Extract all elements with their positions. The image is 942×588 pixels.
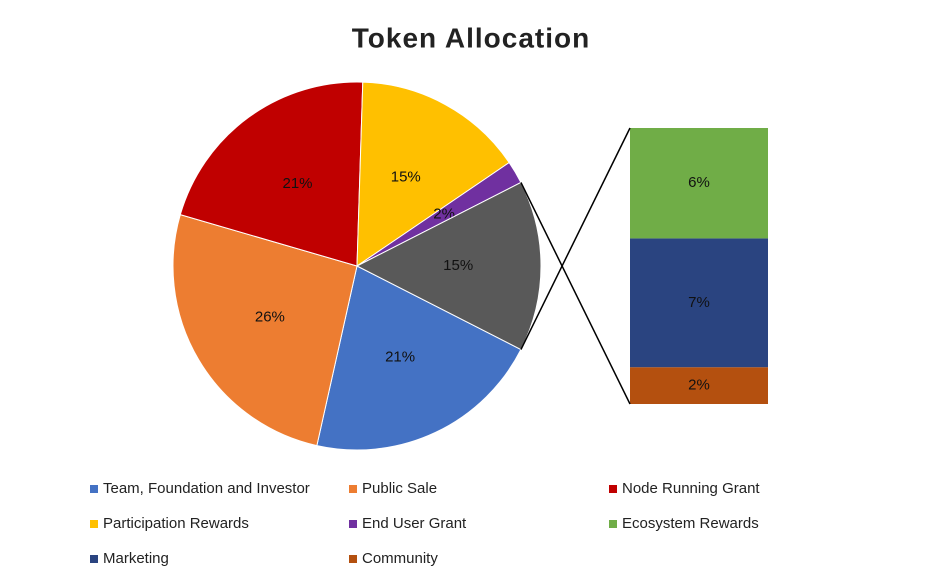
legend-label: End User Grant	[362, 515, 467, 532]
data-label: 21%	[385, 349, 415, 366]
data-label: 15%	[391, 168, 421, 185]
legend-swatch	[609, 520, 617, 528]
data-label: 6%	[688, 174, 710, 191]
legend-label: Community	[362, 550, 438, 567]
pie-slice	[316, 265, 522, 451]
legend-swatch	[90, 485, 98, 493]
legend-label: Node Running Grant	[622, 480, 760, 497]
data-label: 26%	[255, 308, 285, 325]
legend-swatch	[609, 485, 617, 493]
legend-swatch	[349, 520, 357, 528]
legend-swatch	[349, 555, 357, 563]
legend-label: Marketing	[103, 550, 169, 567]
data-label: 21%	[283, 175, 313, 192]
pie-slice	[179, 81, 364, 267]
chart-title: Token Allocation	[352, 22, 590, 53]
data-label: 2%	[433, 205, 455, 222]
legend-swatch	[349, 485, 357, 493]
legend-label: Public Sale	[362, 480, 437, 497]
bar-segment	[630, 367, 768, 404]
legend-swatch	[90, 555, 98, 563]
legend-label: Ecosystem Rewards	[622, 515, 759, 532]
data-label: 2%	[688, 377, 710, 394]
pie-slice	[172, 214, 358, 447]
legend-label: Team, Foundation and Investor	[103, 480, 310, 497]
connector	[520, 127, 631, 350]
data-label: 15%	[443, 257, 473, 274]
legend-label: Participation Rewards	[103, 515, 249, 532]
bar-segment	[630, 238, 768, 368]
legend-swatch	[90, 520, 98, 528]
bar-segment	[630, 128, 768, 239]
connector	[520, 182, 631, 405]
data-label: 7%	[688, 294, 710, 311]
pie-slice	[356, 81, 510, 267]
